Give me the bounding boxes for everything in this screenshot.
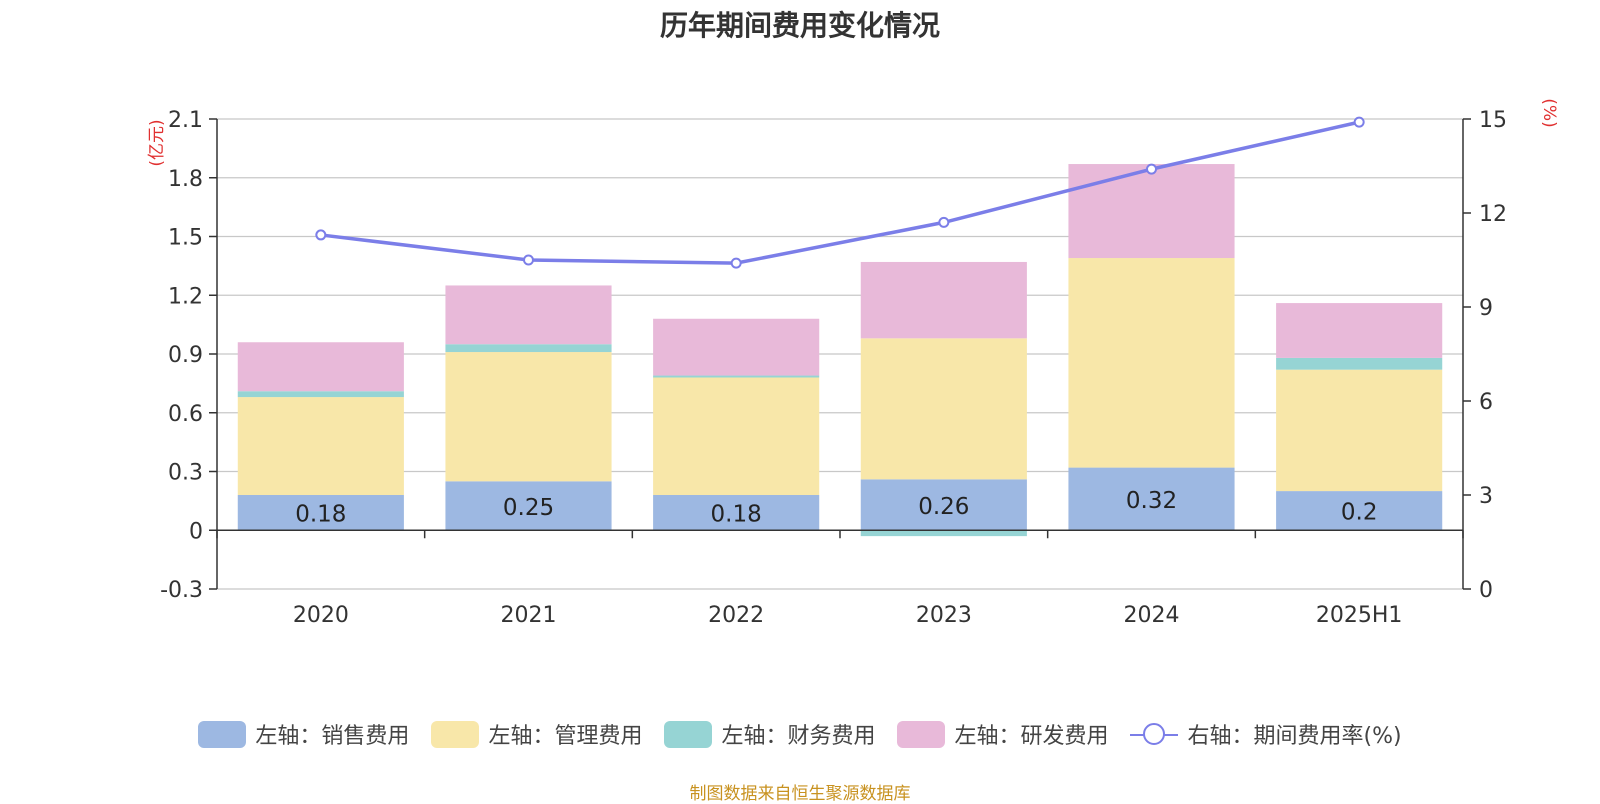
- bar-segment-s0-2024: [1068, 467, 1235, 531]
- bar-segment-s0-2025H1: [1276, 491, 1443, 531]
- x-axis-tick-label: 2020: [293, 603, 349, 628]
- bar-segment-s3-2024: [1068, 164, 1235, 259]
- x-axis-tick-label: 2023: [916, 603, 972, 628]
- expense-rate-point: [730, 257, 742, 269]
- bar-segment-s0-2020: [237, 495, 404, 531]
- bar-segment-s2-2020: [237, 391, 404, 398]
- legend-item-admin[interactable]: 左轴：管理费用: [431, 718, 642, 750]
- bar-segment-s2-2021: [445, 344, 612, 353]
- chart-title: 历年期间费用变化情况: [659, 9, 940, 42]
- bar-segment-s2-2022: [653, 375, 820, 378]
- x-axis-tick-label: 2022: [708, 603, 764, 628]
- x-axis-tick-label: 2021: [501, 603, 557, 628]
- left-axis-tick-label: 0: [189, 519, 203, 544]
- data-label-sales: 0.26: [918, 494, 969, 520]
- x-axis-tick-label: 2024: [1124, 603, 1180, 628]
- chart-legend: 左轴：销售费用 左轴：管理费用 左轴：财务费用 左轴：研发费用 右轴：期间费用率…: [0, 718, 1600, 750]
- bar-segment-s0-2023: [860, 479, 1027, 531]
- legend-label-rnd: 左轴：研发费用: [954, 724, 1109, 749]
- left-axis-unit-label: (亿元): [147, 119, 167, 166]
- bar-segment-s3-2021: [445, 285, 612, 345]
- legend-label-finance: 左轴：财务费用: [721, 724, 876, 749]
- bar-segment-s3-2020: [237, 342, 404, 392]
- bar-segment-s3-2023: [860, 261, 1027, 339]
- expense-rate-point: [1353, 116, 1365, 128]
- data-label-sales: 0.18: [295, 502, 346, 528]
- legend-label-admin: 左轴：管理费用: [488, 724, 643, 749]
- legend-item-rnd[interactable]: 左轴：研发费用: [897, 718, 1108, 750]
- legend-swatch-expense-rate: [1130, 721, 1179, 748]
- expense-rate-point: [315, 229, 327, 241]
- data-label-sales: 0.2: [1341, 500, 1378, 526]
- right-axis-unit-label: (%): [1539, 98, 1559, 127]
- right-axis-tick-label: 12: [1479, 202, 1507, 227]
- legend-item-finance[interactable]: 左轴：财务费用: [664, 718, 875, 750]
- bar-segment-s3-2025H1: [1276, 303, 1443, 358]
- expense-rate-line: [320, 120, 1360, 265]
- bar-segment-s1-2023: [860, 338, 1027, 480]
- legend-swatch-sales: [198, 720, 247, 748]
- legend-label-sales: 左轴：销售费用: [255, 724, 410, 749]
- right-axis-tick-label: 15: [1479, 108, 1507, 133]
- left-axis-tick-label: 1.5: [168, 226, 203, 251]
- bar-segment-s2-2023: [860, 530, 1027, 537]
- legend-swatch-rnd: [897, 720, 946, 748]
- x-axis-tick-label: 2025H1: [1316, 603, 1403, 628]
- bar-segment-s1-2021: [445, 352, 612, 482]
- expense-rate-point: [523, 254, 534, 266]
- legend-label-expense-rate: 右轴：期间费用率(%): [1187, 724, 1402, 749]
- data-label-sales: 0.25: [503, 495, 554, 521]
- bar-segment-s0-2021: [445, 481, 612, 531]
- left-axis-tick-label: 0.9: [168, 343, 203, 368]
- right-axis-tick-label: 6: [1479, 390, 1493, 415]
- right-axis-tick-label: 9: [1479, 296, 1493, 321]
- expense-rate-point: [938, 216, 950, 228]
- data-label-sales: 0.18: [711, 502, 762, 528]
- bar-segment-s0-2022: [653, 495, 820, 531]
- bar-segment-s1-2020: [237, 397, 404, 495]
- left-axis-tick-label: 2.1: [168, 108, 203, 133]
- bar-segment-s3-2022: [653, 318, 820, 376]
- data-source-note: 制图数据来自恒生聚源数据库: [689, 784, 911, 804]
- legend-swatch-admin: [431, 720, 480, 748]
- bar-segment-s2-2025H1: [1276, 357, 1443, 370]
- legend-item-expense-rate[interactable]: 右轴：期间费用率(%): [1130, 718, 1402, 750]
- left-axis-tick-label: 1.2: [168, 284, 203, 309]
- left-axis-tick-label: 1.8: [168, 167, 203, 192]
- data-label-sales: 0.32: [1126, 488, 1177, 514]
- left-axis-tick-label: 0.3: [168, 461, 203, 486]
- left-axis-tick-label: 0.6: [168, 402, 203, 427]
- right-axis-tick-label: 3: [1479, 484, 1493, 509]
- bar-segment-s1-2022: [653, 377, 820, 495]
- legend-item-sales[interactable]: 左轴：销售费用: [198, 718, 409, 750]
- bar-segment-s1-2024: [1068, 258, 1235, 468]
- expense-rate-point: [1146, 163, 1157, 175]
- bar-segment-s1-2025H1: [1276, 369, 1443, 492]
- legend-swatch-finance: [664, 720, 713, 748]
- right-axis-tick-label: 0: [1479, 578, 1493, 603]
- left-axis-tick-label: -0.3: [160, 578, 203, 603]
